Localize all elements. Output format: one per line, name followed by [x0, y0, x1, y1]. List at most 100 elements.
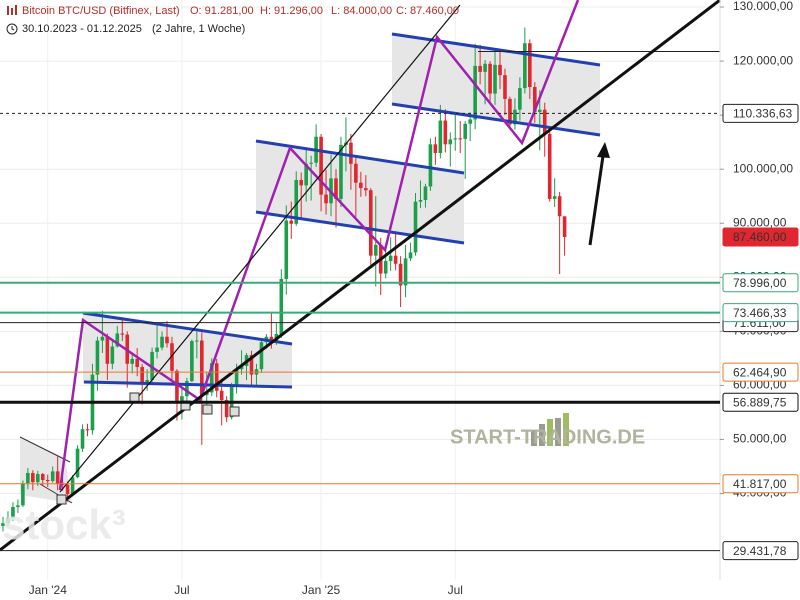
candle-body	[383, 261, 388, 274]
candle-body	[214, 363, 219, 391]
ohlc-close: C: 87.460,00	[396, 5, 459, 17]
candle-body	[388, 255, 393, 262]
candle-body	[209, 363, 214, 393]
candle-body	[483, 63, 487, 72]
x-tick-label: Jul	[174, 583, 189, 597]
candle-body	[224, 400, 229, 418]
level-label: 73.466,33	[733, 306, 787, 320]
candle-body	[279, 278, 284, 335]
y-tick-label: 120.000,00	[733, 53, 793, 67]
candle-body	[537, 109, 542, 112]
candle-body	[532, 87, 537, 112]
candle-body	[334, 178, 338, 199]
channel-line	[391, 32, 601, 67]
channel-line	[82, 311, 293, 346]
candle-body	[100, 336, 105, 341]
header: Bitcoin BTC/USD (Bitfinex, Last) O: 91.2…	[6, 5, 459, 35]
logo-bar	[563, 413, 569, 446]
icon	[11, 8, 13, 15]
marker	[229, 406, 240, 417]
y-tick-label: 90.000,00	[733, 215, 787, 229]
candle-body	[354, 163, 358, 183]
candle-body	[185, 381, 189, 397]
candle-body	[160, 336, 164, 348]
candle-body	[473, 65, 477, 120]
candle-body	[195, 340, 199, 342]
candle-body	[55, 471, 60, 484]
candle-body	[239, 365, 244, 370]
candle-body	[70, 477, 75, 495]
x-tick-label: Jan '25	[302, 583, 341, 597]
candle-body	[155, 347, 159, 352]
logo-bar	[547, 419, 553, 446]
level-label-box	[722, 103, 799, 123]
level-label: 62.464,90	[733, 365, 787, 379]
candle-body	[413, 201, 418, 253]
candle-body	[438, 120, 443, 153]
candle-body	[259, 342, 264, 370]
marker	[129, 392, 140, 403]
overlay-drawings	[0, 0, 721, 552]
candle-body	[35, 474, 40, 483]
arrow-head	[597, 142, 610, 158]
x-tick-label: Jul	[448, 583, 463, 597]
candle-body	[324, 194, 328, 204]
candle-body	[219, 390, 224, 400]
trendline	[0, 0, 721, 552]
candle-body	[518, 88, 522, 110]
candle-body	[364, 188, 368, 191]
clock-icon	[11, 26, 15, 31]
candle-body	[31, 472, 35, 483]
candle-body	[80, 429, 85, 449]
candle-body	[423, 186, 428, 200]
icon	[7, 6, 9, 15]
candle-body	[115, 333, 120, 347]
candle-body	[458, 138, 463, 140]
level-label-box	[722, 392, 799, 412]
marker	[202, 404, 213, 415]
candle-body	[339, 144, 343, 199]
candle-body	[110, 346, 115, 364]
candle-body	[135, 358, 139, 368]
icon	[15, 5, 17, 15]
candle-body	[40, 474, 45, 480]
logo-bar	[539, 424, 545, 446]
candle-body	[418, 200, 423, 202]
price-axis	[721, 0, 800, 600]
candle-body	[493, 64, 497, 94]
candle-body	[488, 63, 492, 94]
ohlc-low: L: 84.000,00	[331, 5, 392, 17]
candle-body	[50, 471, 55, 482]
candle-body	[60, 483, 65, 485]
candle-body	[478, 65, 482, 72]
candle-body	[453, 138, 458, 140]
level-label: 78.996,00	[733, 276, 787, 290]
candle-body	[175, 370, 179, 404]
candle-body	[26, 472, 30, 484]
watermark-logo: stock³	[2, 501, 126, 548]
candle-body	[284, 220, 289, 279]
marker	[56, 494, 67, 505]
arrow-shaft	[588, 155, 605, 246]
candle-body	[234, 369, 239, 386]
candle-body	[249, 355, 254, 375]
logo-bar	[555, 418, 561, 446]
clock-icon	[6, 23, 18, 35]
candle-body	[120, 333, 125, 335]
candle-body	[170, 343, 174, 371]
level-label: 41.817,00	[733, 477, 787, 491]
level-label-box	[722, 273, 799, 293]
candle-body	[309, 162, 313, 164]
level-label-box	[722, 303, 799, 323]
channel-edge	[19, 436, 71, 463]
candle-body	[562, 216, 567, 237]
level-label-box	[722, 474, 799, 494]
candle-body	[165, 336, 169, 344]
candle-body	[16, 505, 20, 508]
candle-body	[304, 163, 308, 186]
level-label: 110.336,63	[733, 106, 792, 120]
candle-body	[463, 123, 468, 139]
candle-body	[433, 144, 438, 153]
